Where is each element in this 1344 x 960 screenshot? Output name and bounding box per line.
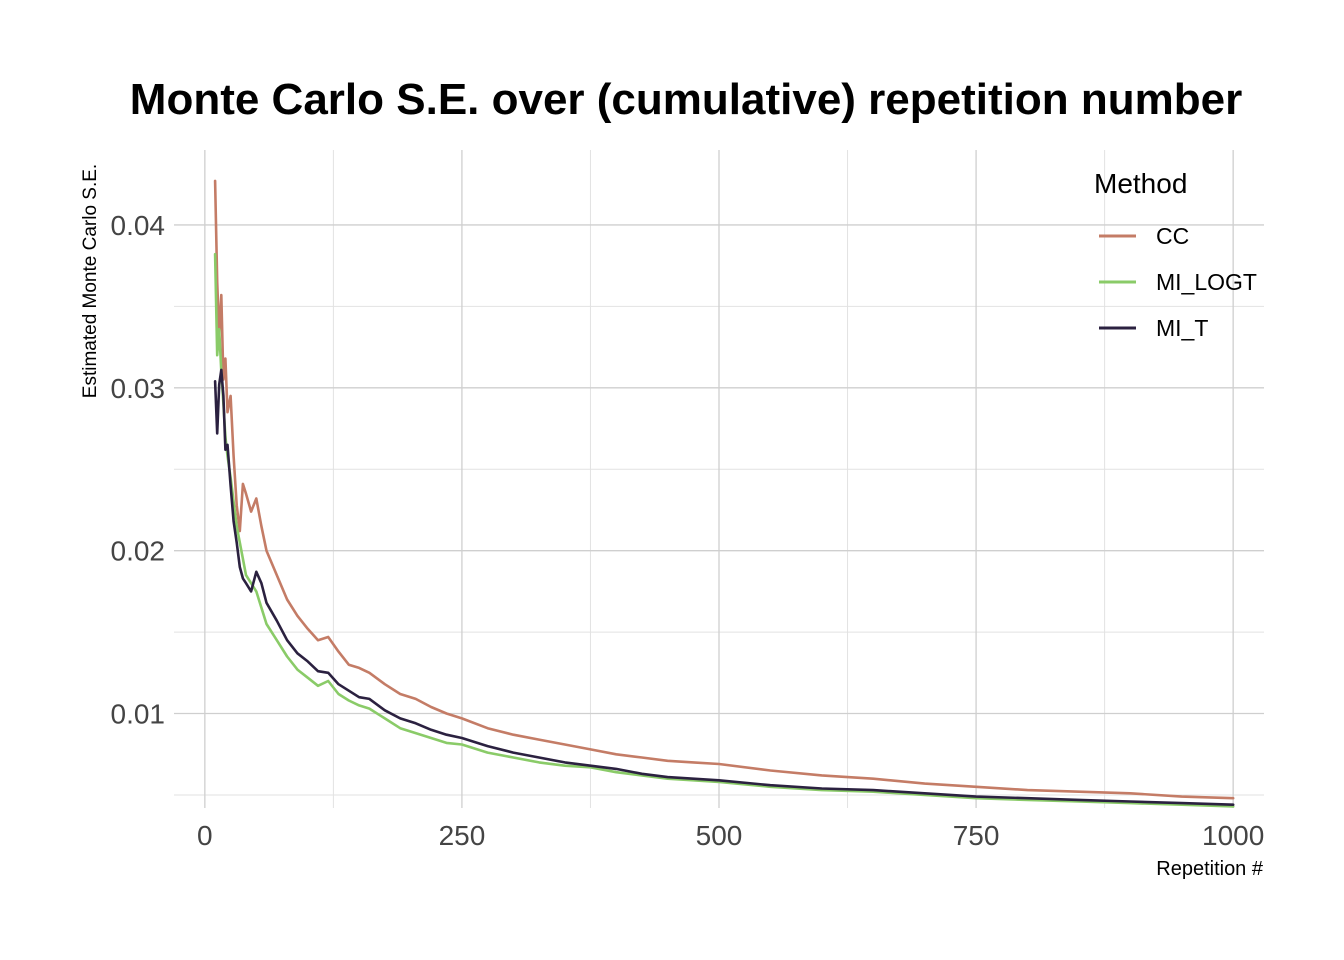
y-axis-ticks: 0.01 0.02 0.03 0.04 [111, 210, 166, 730]
y-tick-label: 0.03 [111, 373, 166, 404]
y-tick-label: 0.02 [111, 536, 166, 567]
series-line-mi-t [213, 368, 1235, 806]
x-axis-label: Repetition # [1156, 858, 1264, 880]
x-tick-label: 250 [439, 820, 486, 851]
x-tick-label: 1000 [1202, 820, 1264, 851]
chart-title: Monte Carlo S.E. over (cumulative) repet… [130, 75, 1242, 124]
series-line-cc [213, 179, 1235, 800]
y-tick-label: 0.01 [111, 699, 166, 730]
legend-label: MI_LOGT [1156, 269, 1257, 295]
y-axis-label: Estimated Monte Carlo S.E. [80, 164, 101, 398]
grid [174, 150, 1264, 808]
y-tick-label: 0.04 [111, 210, 166, 241]
legend-label: MI_T [1156, 315, 1208, 341]
series-layer [213, 179, 1235, 808]
legend: Method CC MI_LOGT MI_T [1094, 168, 1257, 341]
x-axis-ticks: 0 250 500 750 1000 [197, 820, 1264, 851]
legend-label: CC [1156, 223, 1189, 249]
legend-title: Method [1094, 168, 1187, 199]
legend-items: CC MI_LOGT MI_T [1099, 223, 1257, 341]
x-tick-label: 0 [197, 820, 213, 851]
x-tick-label: 500 [696, 820, 743, 851]
series-line-mi-logt [213, 252, 1235, 808]
x-tick-label: 750 [953, 820, 1000, 851]
